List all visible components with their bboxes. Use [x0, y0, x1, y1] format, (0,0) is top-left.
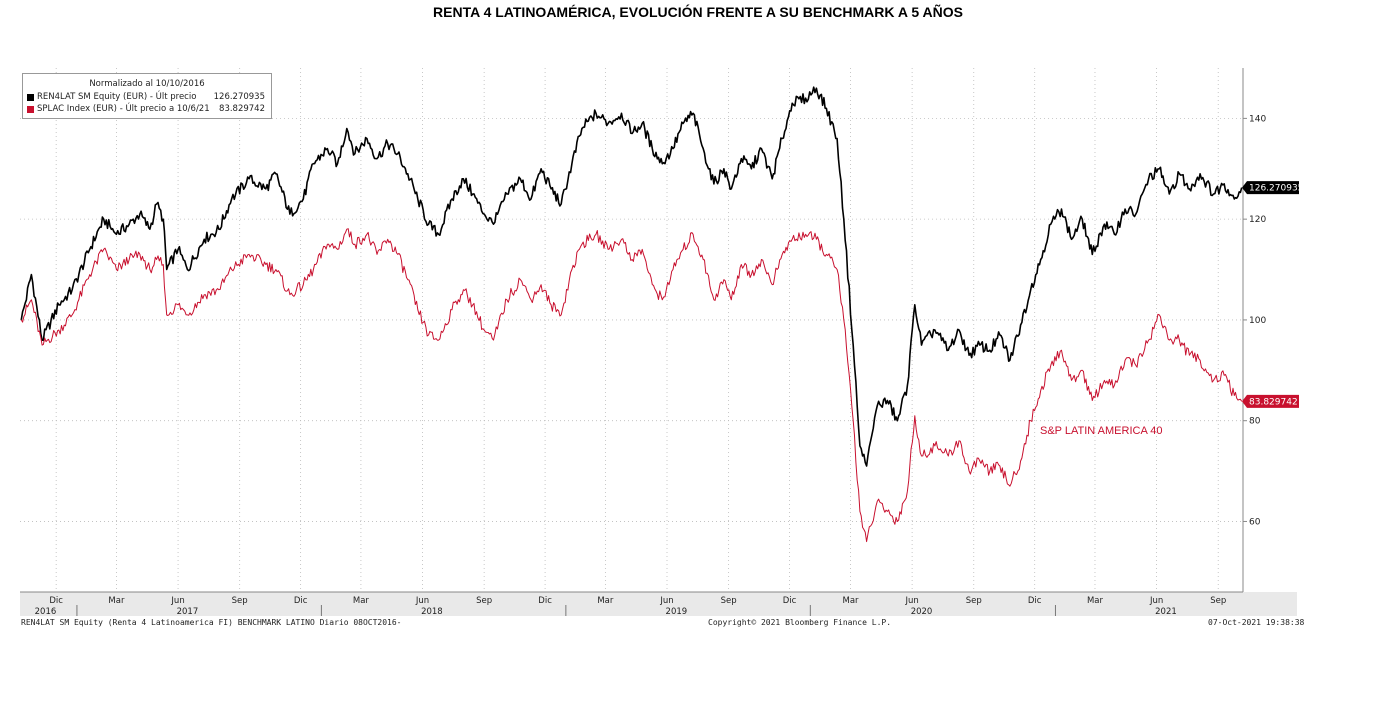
x-tick-label: Dic [783, 596, 797, 606]
legend-item-fund: REN4LAT SM Equity (EUR) - Últ precio 126… [27, 92, 267, 103]
footer-copyright: Copyright© 2021 Bloomberg Finance L.P. [708, 618, 892, 627]
x-tick-label: Dic [538, 596, 552, 606]
legend-value: 83.829742 [219, 104, 265, 114]
y-tick-label: 140 [1249, 114, 1266, 124]
x-tick-label: Jun [415, 596, 429, 606]
x-tick-label: Sep [476, 596, 492, 606]
x-tick-label: Dic [294, 596, 308, 606]
x-tick-label: Jun [659, 596, 673, 606]
x-tick-label: Dic [1028, 596, 1042, 606]
legend-header: Normalizado al 10/10/2016 [89, 79, 205, 89]
bench-series-line [20, 228, 1243, 543]
x-year-label: 2019 [666, 607, 688, 617]
x-year-label: 2016 [35, 607, 57, 617]
last-value-badges: 126.270935 83.829742 [1242, 181, 1303, 408]
y-tick-label: 100 [1249, 316, 1266, 326]
y-tick-label: 60 [1249, 517, 1261, 527]
x-tick-label: Sep [232, 596, 248, 606]
fund-last-value: 126.270935 [1249, 184, 1303, 194]
x-axis: Dic Mar Jun Sep Dic Mar Jun Sep Dic Mar Jun Sep Dic M… [20, 591, 1297, 617]
legend-swatch-bench [27, 105, 34, 113]
legend-swatch-fund [27, 93, 34, 101]
x-year-label: 2017 [177, 607, 199, 617]
x-tick-label: Mar [353, 596, 370, 606]
x-tick-label: Sep [966, 596, 982, 606]
y-axis: 60 80 100 120 140 [1242, 68, 1266, 592]
x-year-label: 2021 [1155, 607, 1177, 617]
x-year-label: 2018 [421, 607, 443, 617]
grid [20, 68, 1243, 592]
legend: Normalizado al 10/10/2016 REN4LAT SM Equ… [22, 73, 272, 119]
x-tick-label: Jun [904, 596, 918, 606]
legend-value: 126.270935 [213, 92, 265, 102]
bench-last-value: 83.829742 [1249, 397, 1298, 407]
chart-title: RENTA 4 LATINOAMÉRICA, EVOLUCIÓN FRENTE … [433, 4, 963, 20]
footer-source: REN4LAT SM Equity (Renta 4 Latinoamerica… [21, 618, 402, 627]
y-tick-label: 80 [1249, 417, 1261, 427]
x-tick-label: Mar [108, 596, 125, 606]
x-tick-label: Mar [1087, 596, 1104, 606]
x-axis-band [20, 592, 1297, 616]
series-layer [20, 86, 1243, 543]
legend-label: SPLAC Index (EUR) - Últ precio a 10/6/21 [37, 104, 210, 114]
y-tick-label: 120 [1249, 215, 1266, 225]
legend-label: REN4LAT SM Equity (EUR) - Últ precio [37, 92, 197, 102]
x-tick-label: Jun [1149, 596, 1163, 606]
fund-last-value-badge: 126.270935 [1242, 181, 1303, 195]
legend-item-bench: SPLAC Index (EUR) - Últ precio a 10/6/21… [27, 104, 267, 115]
x-tick-label: Jun [170, 596, 184, 606]
series-annotation: S&P LATIN AMERICA 40 [1040, 425, 1162, 437]
bench-last-value-badge: 83.829742 [1242, 394, 1299, 408]
x-tick-label: Dic [49, 596, 63, 606]
x-tick-label: Sep [1210, 596, 1226, 606]
fund-series-line [20, 86, 1243, 467]
x-tick-label: Sep [721, 596, 737, 606]
x-year-label: 2020 [911, 607, 933, 617]
x-tick-label: Mar [597, 596, 614, 606]
footer-timestamp: 07-Oct-2021 19:38:38 [1208, 618, 1305, 627]
x-tick-label: Mar [842, 596, 859, 606]
